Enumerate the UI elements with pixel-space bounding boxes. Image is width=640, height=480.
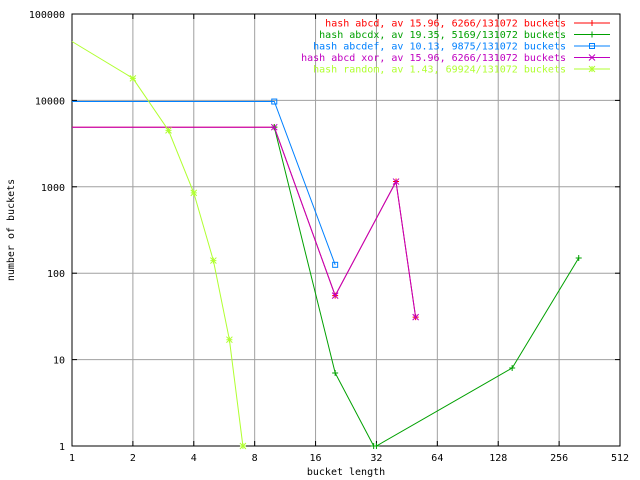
- x-tick-label: 128: [489, 453, 507, 464]
- legend-marker: [588, 54, 596, 61]
- data-point: [509, 364, 516, 371]
- y-axis-label: number of buckets: [6, 179, 17, 281]
- x-tick-label: 2: [130, 453, 136, 464]
- data-point: [332, 261, 339, 268]
- series-line: [273, 127, 580, 447]
- legend-marker: [589, 31, 595, 38]
- series-line: [71, 41, 244, 447]
- x-tick-label: 512: [611, 453, 629, 464]
- x-tick-label: 256: [550, 453, 568, 464]
- data-point: [332, 369, 339, 376]
- y-tick-label: 1: [59, 442, 65, 453]
- data-point: [239, 442, 247, 450]
- legend-marker: [588, 65, 596, 73]
- legend-label: hash abcd, av 15.96, 6266/131072 buckets: [325, 19, 566, 30]
- legend-label: hash abcdef, av 10.13, 9875/131072 bucke…: [313, 42, 566, 53]
- x-tick-label: 4: [191, 453, 197, 464]
- data-point: [165, 127, 172, 134]
- series-line: [72, 101, 336, 265]
- data-point: [331, 292, 339, 299]
- series-3: [72, 98, 339, 268]
- x-tick-label: 32: [370, 453, 382, 464]
- x-axis-label: bucket length: [307, 467, 385, 478]
- series-5: [71, 41, 247, 450]
- x-tick-label: 16: [310, 453, 322, 464]
- data-point: [129, 74, 137, 82]
- data-point: [226, 336, 233, 344]
- legend: hash abcd, av 15.96, 6266/131072 buckets…: [301, 19, 610, 76]
- legend-label: hash abcdx, av 19.35, 5169/131072 bucket…: [319, 30, 566, 41]
- y-tick-label: 100: [47, 269, 65, 280]
- x-tick-label: 8: [252, 453, 258, 464]
- data-point: [270, 123, 278, 131]
- legend-label: hash abcd xor, av 15.96, 6266/131072 buc…: [301, 53, 566, 64]
- legend-label: hash random, av 1.43, 69924/131072 bucke…: [313, 65, 566, 76]
- x-tick-label: 64: [431, 453, 443, 464]
- y-tick-label: 10000: [35, 96, 65, 107]
- y-tick-label: 100000: [29, 10, 65, 21]
- data-point: [392, 178, 400, 185]
- series-group: [71, 41, 582, 450]
- data-point: [190, 189, 198, 197]
- legend-marker: [589, 20, 595, 26]
- series-2: [271, 124, 582, 449]
- series-line: [72, 126, 417, 318]
- y-tick-label: 10: [53, 356, 65, 367]
- series-4: [72, 123, 420, 321]
- grid: [72, 14, 620, 446]
- y-tick-label: 1000: [41, 183, 65, 194]
- legend-marker: [589, 43, 595, 49]
- series-line: [72, 126, 417, 318]
- data-point: [271, 98, 278, 105]
- data-point: [575, 254, 582, 261]
- data-point: [373, 443, 380, 449]
- x-tick-label: 1: [69, 453, 75, 464]
- axis-ticks: 1 2 4 8 16 32 64 128 256 512 1 10 100 1000 10000 100000: [29, 10, 629, 464]
- series-1: [72, 124, 419, 321]
- plot-frame: [71, 13, 621, 447]
- data-point: [412, 313, 420, 321]
- data-point: [210, 257, 217, 264]
